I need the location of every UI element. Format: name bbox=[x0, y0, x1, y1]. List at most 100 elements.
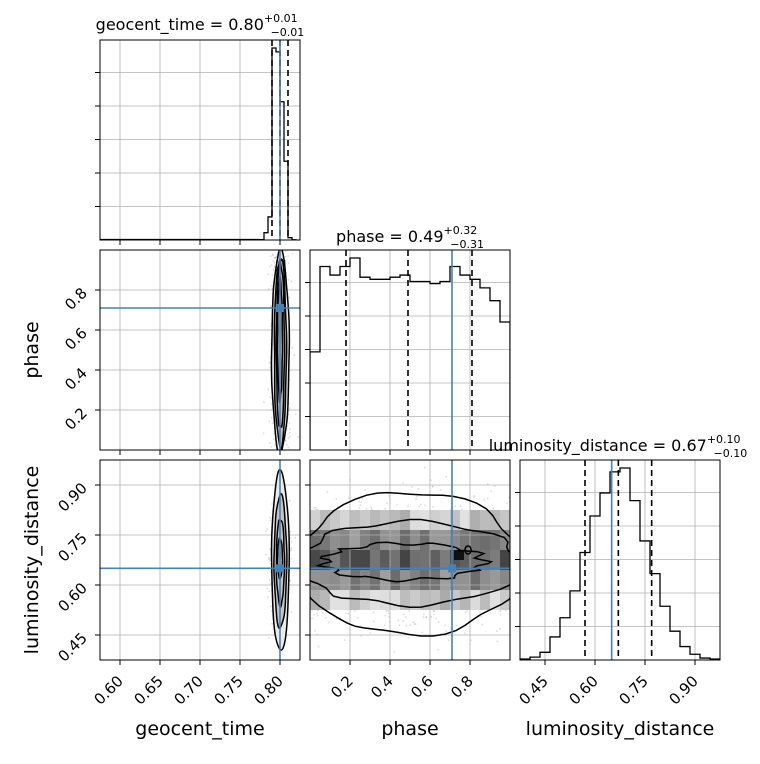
y-axis-title-luminosity_distance: luminosity_distance bbox=[21, 466, 43, 655]
sample-point bbox=[440, 489, 442, 492]
sample-point bbox=[444, 624, 447, 627]
contour-level-3 bbox=[276, 274, 284, 405]
density-cell bbox=[340, 550, 350, 570]
density-cell bbox=[410, 530, 420, 550]
sample-point bbox=[455, 624, 458, 627]
density-cell bbox=[450, 510, 460, 530]
sample-point bbox=[437, 648, 440, 651]
sample-point bbox=[290, 611, 293, 613]
sample-point bbox=[414, 623, 417, 625]
sample-point bbox=[290, 547, 293, 550]
sample-point bbox=[271, 285, 274, 287]
sample-point bbox=[275, 256, 278, 259]
sample-point bbox=[289, 435, 291, 438]
sample-point bbox=[268, 578, 271, 581]
density-cell bbox=[320, 590, 330, 610]
sample-point bbox=[287, 446, 290, 449]
contour-level-2 bbox=[275, 258, 286, 429]
sample-point bbox=[384, 507, 387, 510]
sample-point bbox=[316, 612, 319, 615]
panel-title-main: luminosity_distance = 0.67 bbox=[489, 436, 707, 456]
sample-point bbox=[459, 504, 462, 507]
sample-point bbox=[314, 629, 317, 632]
density-cell bbox=[350, 510, 360, 530]
sample-point bbox=[415, 498, 418, 501]
density-cell bbox=[320, 550, 330, 570]
sample-point bbox=[496, 640, 499, 643]
density-cell bbox=[340, 510, 350, 530]
sample-point bbox=[422, 613, 425, 616]
density-cell bbox=[440, 550, 450, 570]
panel-grid bbox=[100, 460, 300, 660]
sample-point bbox=[272, 254, 274, 257]
x-tick-label-geocent_time: 0.70 bbox=[170, 672, 206, 708]
sample-point bbox=[466, 610, 468, 612]
sample-point bbox=[447, 639, 450, 642]
sample-point bbox=[402, 482, 404, 484]
frames-layer bbox=[95, 39, 721, 665]
density-cell bbox=[420, 550, 430, 570]
panel-title-main: phase = 0.49 bbox=[336, 227, 443, 246]
sample-point bbox=[328, 621, 330, 624]
density-cell bbox=[480, 590, 490, 610]
sample-point bbox=[294, 413, 297, 416]
sample-point bbox=[404, 616, 407, 619]
sample-point bbox=[421, 631, 424, 634]
sample-point bbox=[369, 632, 372, 634]
panel-title-main: geocent_time = 0.80 bbox=[96, 15, 264, 35]
sample-point bbox=[287, 262, 290, 264]
sample-point bbox=[430, 615, 433, 618]
sample-point bbox=[274, 443, 276, 446]
density-cell bbox=[360, 530, 370, 550]
sample-point bbox=[364, 489, 367, 491]
sample-point bbox=[270, 445, 273, 448]
sample-point bbox=[270, 416, 273, 419]
sample-point bbox=[424, 504, 426, 507]
density-cell bbox=[350, 590, 360, 610]
x-tick-label-luminosity_distance: 0.75 bbox=[615, 672, 651, 708]
sample-point bbox=[274, 257, 277, 259]
sample-point bbox=[346, 620, 349, 623]
sample-point bbox=[273, 269, 276, 272]
sample-point bbox=[357, 662, 359, 664]
sample-point bbox=[263, 401, 265, 403]
sample-point bbox=[269, 571, 271, 574]
panel-title-phase: phase = 0.49+0.32 −0.31 bbox=[336, 224, 484, 251]
sample-point bbox=[387, 609, 390, 612]
density-cell bbox=[390, 570, 400, 590]
sample-point bbox=[388, 616, 390, 618]
sample-point bbox=[447, 660, 449, 662]
sample-point bbox=[270, 305, 272, 307]
panel-title-subscript: −0.10 bbox=[714, 447, 748, 460]
sample-point bbox=[405, 625, 408, 627]
panel-title-text: geocent_time = 0.80+0.01 −0.01 bbox=[96, 12, 305, 39]
panel-grid bbox=[310, 460, 510, 660]
density-cell bbox=[440, 510, 450, 530]
x-axis-title-luminosity_distance: luminosity_distance bbox=[526, 718, 715, 740]
density-cell bbox=[500, 510, 510, 530]
sample-point bbox=[490, 490, 492, 493]
sample-point bbox=[498, 627, 501, 630]
sample-point bbox=[287, 278, 290, 281]
histogram-luminosity_distance bbox=[520, 467, 720, 660]
x-tick-label-geocent_time: 0.75 bbox=[210, 672, 246, 708]
sample-point bbox=[288, 499, 291, 502]
sample-point bbox=[385, 609, 388, 612]
sample-point bbox=[483, 498, 486, 501]
sample-point bbox=[372, 620, 375, 623]
sample-point bbox=[268, 265, 271, 268]
sample-point bbox=[268, 442, 271, 445]
sample-point bbox=[387, 495, 390, 497]
density-cell bbox=[420, 590, 430, 610]
density-cell bbox=[440, 570, 450, 590]
sample-point bbox=[267, 288, 270, 290]
sample-point bbox=[316, 609, 319, 612]
panel-title-sup: +0.01 bbox=[264, 12, 298, 25]
panel-grid bbox=[100, 250, 300, 450]
sample-point bbox=[271, 274, 274, 277]
sample-point bbox=[359, 504, 362, 507]
histogram-geocent_time bbox=[259, 47, 297, 240]
sample-point bbox=[339, 616, 342, 619]
sample-point bbox=[267, 596, 269, 599]
density-cell bbox=[380, 590, 390, 610]
